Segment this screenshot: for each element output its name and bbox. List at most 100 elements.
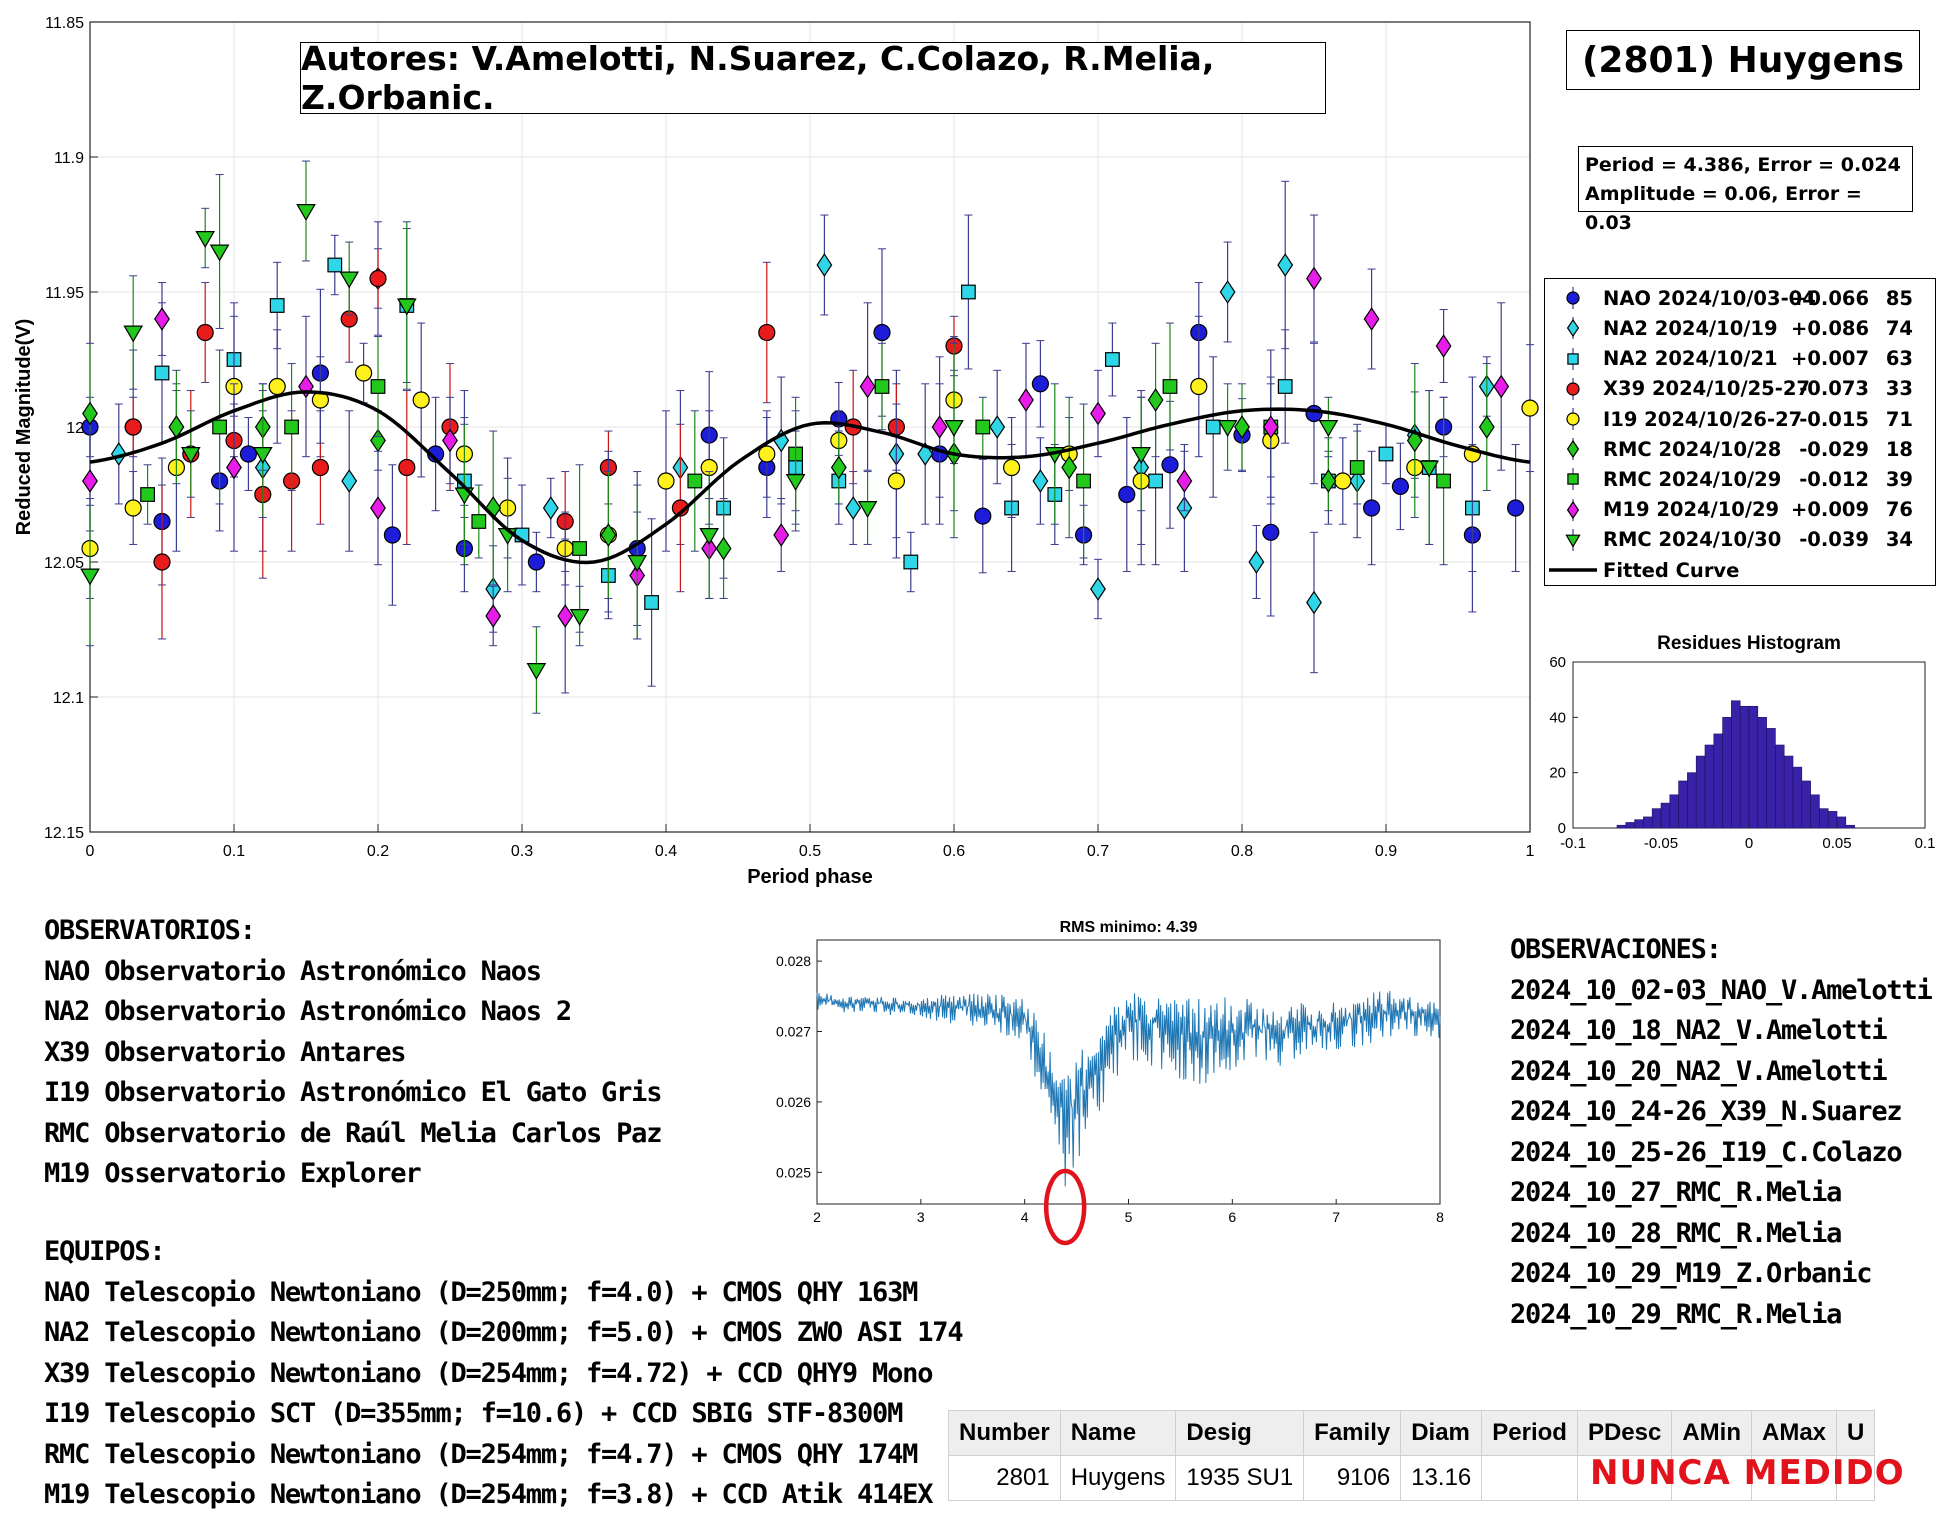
legend-offset: +0.066 — [1791, 286, 1870, 310]
histogram-bar — [1801, 780, 1811, 829]
data-point — [1104, 352, 1120, 367]
fitted-curve — [89, 390, 1531, 565]
x-tick-label: 8 — [1436, 1209, 1444, 1225]
column-header: Name — [1059, 1410, 1177, 1456]
observatorios-section: OBSERVATORIOS: NAO Observatorio Astronóm… — [44, 911, 662, 1195]
histogram-bar — [1722, 717, 1732, 829]
legend-symbol — [1545, 313, 1603, 343]
legend: NAO 2024/10/03-04 +0.066 85 NA2 2024/10/19 +… — [1544, 278, 1936, 586]
x-tick-label: 6 — [1228, 1209, 1236, 1225]
data-point — [527, 553, 546, 571]
table-cell: 9106 — [1303, 1455, 1402, 1501]
data-point — [355, 364, 373, 382]
observatorio-line: X39 Observatorio Antares — [44, 1036, 407, 1068]
legend-symbol-graphic — [1566, 317, 1580, 340]
histogram-bar — [1827, 811, 1838, 829]
data-point — [1391, 477, 1410, 495]
data-point — [212, 419, 228, 435]
y-tick-label: 40 — [1549, 709, 1566, 726]
x-tick-label: 0 — [86, 843, 95, 860]
data-point — [123, 325, 144, 343]
histogram-bar — [1704, 744, 1715, 829]
legend-entry: RMC 2024/10/30 -0.039 34 — [1545, 525, 1935, 556]
data-point — [1217, 420, 1238, 437]
y-tick-label: 11.9 — [54, 150, 84, 167]
x-tick-label: 7 — [1332, 1209, 1340, 1225]
data-point — [1277, 253, 1294, 277]
x-tick-label: 0.9 — [1375, 843, 1397, 860]
legend-symbol — [1545, 555, 1603, 585]
asteroid-title: (2801) Huygens — [1581, 39, 1905, 81]
data-point — [110, 442, 127, 466]
data-point — [370, 379, 386, 394]
periodogram-plot: RMS minimo: 4.39 2 3 4 5 6 7 8 0.025 0.026 0.027 0.… — [776, 919, 1444, 1246]
data-point — [1118, 485, 1136, 504]
legend-marker — [1566, 382, 1580, 396]
x-tick-label: 0.6 — [943, 843, 965, 860]
data-point — [284, 419, 299, 435]
legend-n: 39 — [1885, 467, 1913, 491]
data-point — [931, 415, 948, 439]
observacion-line: 2024_10_28_RMC_R.Melia — [1510, 1217, 1842, 1249]
data-point — [873, 323, 891, 342]
x-tick-label: 0.3 — [511, 843, 533, 860]
data-point — [1506, 499, 1525, 517]
periodogram-line — [816, 990, 1441, 1187]
equipo-line: NAO Telescopio Newtoniano (D=250mm; f=4.… — [44, 1276, 918, 1308]
y-tick-label: 0.027 — [776, 1024, 811, 1040]
histogram-bar — [1669, 794, 1679, 829]
observacion-line: 2024_10_25-26_I19_C.Colazo — [1510, 1136, 1903, 1168]
equipo-line: NA2 Telescopio Newtoniano (D=200mm; f=5.… — [44, 1317, 964, 1348]
y-axis-label: Reduced Magnitude(V) — [13, 319, 35, 536]
histogram-bar — [1625, 822, 1635, 829]
minimum-highlight-circle — [1043, 1168, 1087, 1246]
data-point — [485, 604, 502, 628]
histogram-bar — [1643, 816, 1653, 829]
column-header: U — [1836, 1410, 1876, 1456]
data-point — [252, 447, 273, 464]
y-tick-label: 12 — [66, 420, 84, 437]
data-point — [874, 379, 890, 394]
data-point — [1334, 472, 1352, 490]
legend-name: NAO 2024/10/03-04 — [1603, 286, 1816, 310]
x-tick-label: 0.05 — [1822, 835, 1851, 852]
y-tick-label: 12.05 — [44, 555, 84, 572]
legend-name: X39 2024/10/25-27 — [1603, 377, 1810, 401]
histogram-title: Residues Histogram — [1657, 633, 1841, 654]
data-point — [396, 298, 417, 316]
data-point — [369, 269, 387, 288]
data-point — [830, 455, 847, 480]
legend-name: I19 2024/10/26-27 — [1603, 407, 1803, 431]
histogram-bar — [1713, 733, 1723, 829]
y-tick-label: 0 — [1558, 820, 1566, 837]
observatorio-line: I19 Observatorio Astronómico El Gato Gri… — [44, 1077, 662, 1108]
data-point — [1318, 420, 1339, 437]
histogram-bar — [1836, 816, 1847, 829]
data-point — [845, 496, 862, 520]
observatorio-line: NAO Observatorio Astronómico Naos — [44, 955, 542, 987]
legend-entry: NA2 2024/10/19 +0.086 74 — [1545, 313, 1935, 344]
column-header: AMin — [1671, 1410, 1752, 1456]
data-point — [1363, 307, 1380, 331]
data-point — [154, 365, 170, 381]
column-header: Diam — [1400, 1410, 1483, 1456]
y-tick-label: 12.1 — [53, 690, 84, 707]
table-cell — [1576, 1455, 1673, 1501]
data-point — [339, 271, 360, 289]
x-tick-label: 5 — [1125, 1209, 1133, 1225]
data-point — [857, 501, 878, 518]
data-point — [1147, 388, 1164, 412]
y-tick-label: 0.025 — [776, 1164, 811, 1180]
data-point — [1435, 334, 1452, 358]
x-tick-label: 0.8 — [1231, 843, 1253, 860]
data-point — [327, 257, 343, 273]
legend-symbol-graphic — [1567, 468, 1579, 491]
legend-offset: +0.007 — [1791, 347, 1870, 371]
x-tick-label: 3 — [917, 1209, 925, 1225]
series-RMC29 — [140, 322, 1452, 633]
observaciones-heading: OBSERVACIONES: — [1510, 934, 1722, 965]
data-point — [1061, 455, 1078, 480]
legend-entry: NA2 2024/10/21 +0.007 63 — [1545, 343, 1935, 374]
data-point — [80, 568, 100, 586]
table-cell — [1481, 1455, 1578, 1501]
